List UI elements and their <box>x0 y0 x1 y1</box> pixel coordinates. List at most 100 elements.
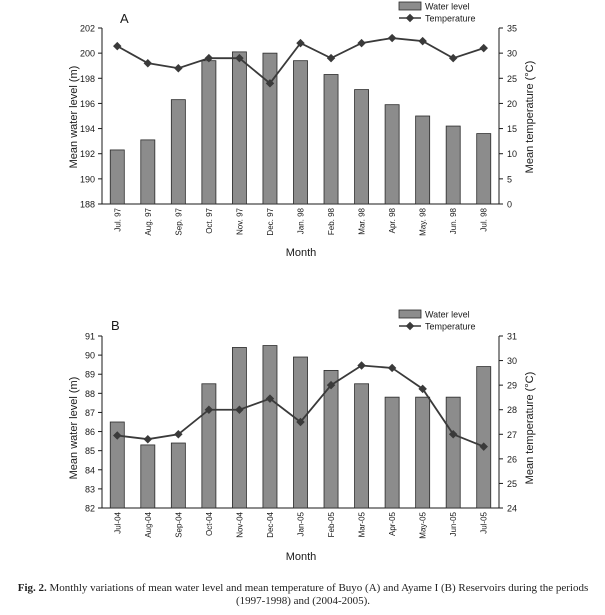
y-tick-label: 200 <box>80 49 95 59</box>
y2-tick-label: 25 <box>507 479 517 489</box>
y2-tick-label: 15 <box>507 124 517 134</box>
temperature-point <box>296 38 305 48</box>
bar-water-level <box>445 396 461 509</box>
temperature-point <box>326 380 336 390</box>
bar-water-level <box>231 347 247 509</box>
bar-water-level <box>354 89 370 205</box>
bar-water-level <box>415 115 431 205</box>
x-tick-label: Jun-05 <box>449 511 458 536</box>
bar-water-level <box>170 442 186 509</box>
legend-marker-temperature <box>405 13 415 23</box>
y2-tick-label: 25 <box>507 74 517 84</box>
x-tick-label: Aug-04 <box>144 511 153 537</box>
temperature-point <box>174 430 183 439</box>
y-tick-label: 194 <box>80 124 95 134</box>
x-tick-label: Jul. 98 <box>480 207 489 231</box>
legend-label-temperature: Temperature <box>425 14 476 24</box>
y2-tick-label: 30 <box>507 356 517 366</box>
y2-tick-label: 20 <box>507 99 517 109</box>
x-tick-label: Dec. 97 <box>266 207 275 235</box>
legend-swatch-water-level <box>398 309 422 319</box>
y-tick-label: 190 <box>80 174 95 184</box>
chart-panel-b: B Water level Temperature Month Mean wat… <box>68 310 536 564</box>
bar-water-level <box>201 60 217 205</box>
x-tick-label: Mar-05 <box>358 511 367 537</box>
y2-axis-title: Mean temperature (°C) <box>524 372 536 485</box>
x-tick-label: Sep. 97 <box>174 207 183 235</box>
temperature-point <box>357 361 366 370</box>
y2-tick-label: 27 <box>507 430 517 440</box>
y2-tick-label: 29 <box>507 381 517 391</box>
temperature-point <box>113 431 122 440</box>
y2-tick-label: 24 <box>507 504 517 514</box>
y-tick-label: 85 <box>85 446 95 456</box>
x-tick-label: Mar. 98 <box>358 207 367 234</box>
bar-water-level <box>323 74 339 205</box>
temperature-point <box>296 417 305 427</box>
y2-tick-label: 10 <box>507 149 517 159</box>
y-axis-title: Mean water level (m) <box>68 377 80 480</box>
bar-water-level <box>384 396 400 509</box>
temperature-point <box>448 53 458 63</box>
temperature-point <box>204 405 214 414</box>
y-tick-label: 89 <box>85 370 95 380</box>
x-tick-label: May-05 <box>419 511 428 538</box>
bar-water-level <box>262 345 278 509</box>
x-tick-label: Jul-04 <box>113 511 122 533</box>
temperature-point <box>143 434 153 444</box>
temperature-point <box>235 405 244 414</box>
x-tick-label: Aug. 97 <box>144 207 153 235</box>
bar-water-level <box>262 52 278 205</box>
bar-water-level <box>109 149 125 205</box>
y-tick-label: 90 <box>85 351 95 361</box>
x-tick-label: Jul-05 <box>480 511 489 533</box>
x-tick-label: Feb-05 <box>327 511 336 537</box>
bar-water-level <box>140 444 156 509</box>
legend-label-temperature: Temperature <box>425 322 476 332</box>
temperature-point <box>387 33 397 43</box>
temperature-point <box>479 43 488 53</box>
bar-water-level <box>170 99 186 205</box>
caption-label: Fig. 2. <box>17 582 47 594</box>
temperature-point <box>143 58 153 68</box>
y-tick-label: 88 <box>85 389 95 399</box>
y-tick-label: 86 <box>85 427 95 437</box>
temperature-point <box>357 38 366 48</box>
temperature-point <box>418 384 427 394</box>
x-tick-label: Oct. 97 <box>205 207 214 233</box>
temperature-point <box>235 53 244 63</box>
bar-water-level <box>293 60 308 205</box>
figure: A Water level Temperature Month Mean wat… <box>68 2 536 564</box>
temperature-point <box>387 363 397 373</box>
y2-tick-label: 30 <box>507 49 517 59</box>
x-tick-label: May. 98 <box>419 207 428 235</box>
y-tick-label: 192 <box>80 149 95 159</box>
x-axis-title: Month <box>286 551 317 563</box>
x-tick-label: Jan. 98 <box>297 207 306 234</box>
y-tick-label: 198 <box>80 74 95 84</box>
bar-water-level <box>293 356 308 509</box>
y2-tick-label: 0 <box>507 200 512 210</box>
bar-water-level <box>231 51 247 205</box>
x-tick-label: Apr-05 <box>388 511 397 536</box>
bar-water-level <box>109 421 125 509</box>
x-tick-label: Nov. 97 <box>235 207 244 235</box>
y2-tick-label: 31 <box>507 332 517 342</box>
y-tick-label: 202 <box>80 24 95 34</box>
panel-label: A <box>120 11 129 26</box>
legend: Water level Temperature <box>398 309 476 332</box>
bar-water-level <box>445 125 461 205</box>
caption-text: Monthly variations of mean water level a… <box>49 582 589 607</box>
y-tick-label: 82 <box>85 504 95 514</box>
bar-water-level <box>384 104 400 205</box>
y2-tick-label: 5 <box>507 174 512 184</box>
temperature-point <box>265 394 275 403</box>
y-axis-title: Mean water level (m) <box>68 66 80 169</box>
temperature-point <box>448 430 458 439</box>
y2-tick-label: 35 <box>507 24 517 34</box>
legend-marker-temperature <box>405 321 415 331</box>
y-tick-label: 188 <box>80 200 95 210</box>
y2-tick-label: 28 <box>507 405 517 415</box>
y2-tick-label: 26 <box>507 454 517 464</box>
bar-water-level <box>201 383 217 509</box>
